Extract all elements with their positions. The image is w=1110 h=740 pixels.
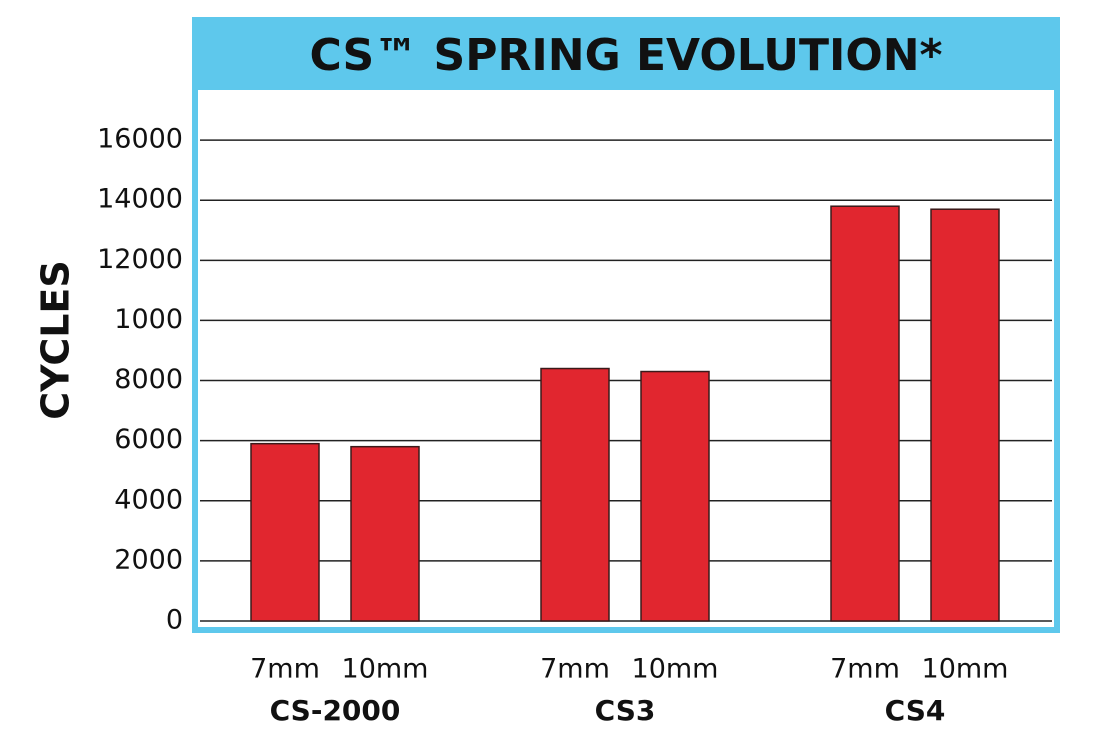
x-group-label: CS4 [885,694,946,727]
x-group-label: CS3 [595,694,656,727]
chart-frame [192,17,1060,633]
x-group-label: CS-2000 [270,694,401,727]
bar [540,367,610,622]
y-tick-label: 2000 [114,544,183,575]
x-tick-label: 7mm [540,654,610,685]
y-tick-label: 4000 [114,484,183,515]
x-tick-label: 10mm [342,654,429,685]
title-bar [195,20,1057,90]
bar [830,205,900,622]
x-tick-label: 10mm [632,654,719,685]
bar [350,445,420,622]
y-tick-label: 16000 [97,124,183,155]
y-tick-label: 12000 [97,244,183,275]
y-tick-label: 0 [166,605,183,636]
bar [930,208,1000,622]
y-axis-label: CYCLES [34,260,78,419]
x-tick-label: 7mm [830,654,900,685]
y-tick-label: 8000 [114,364,183,395]
x-tick-label: 7mm [250,654,320,685]
plot: 0 2000 4000 6000 8000 1000 12000 14000 16000 CS-2… [97,124,1052,727]
chart-title: CS™ SPRING EVOLUTION* [309,30,942,81]
bar [640,370,710,622]
y-tick-label: 1000 [114,304,183,335]
bar [250,442,320,622]
x-tick-label: 10mm [922,654,1009,685]
y-tick-label: 14000 [97,184,183,215]
y-tick-label: 6000 [114,424,183,455]
